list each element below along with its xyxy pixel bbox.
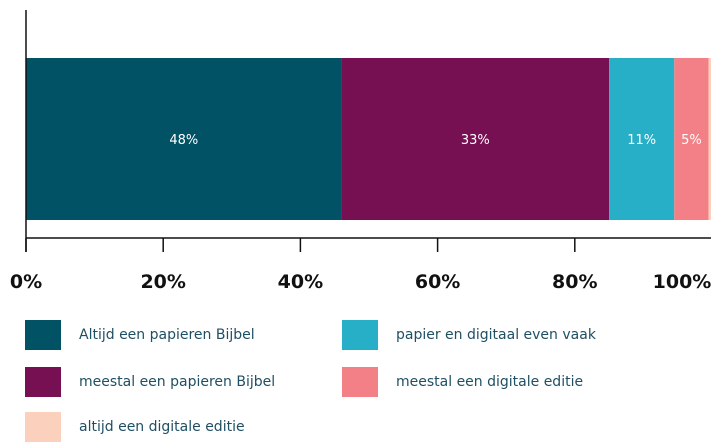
x-tick-label: 20% bbox=[140, 271, 185, 293]
x-tick-label: 100% bbox=[653, 271, 711, 293]
legend-swatch bbox=[25, 367, 61, 397]
legend-item: altijd een digitale editie bbox=[25, 412, 245, 442]
legend-swatch bbox=[342, 367, 378, 397]
bar-segment bbox=[26, 58, 342, 220]
bar-data-label: 11% bbox=[627, 133, 656, 148]
bar-segment bbox=[609, 58, 675, 220]
bar-data-label: 33% bbox=[461, 133, 490, 148]
stacked-bar-chart: 48% 33% 11% 5% 0% 20% 40% 60% 80% 100% bbox=[10, 10, 711, 293]
bar-segment bbox=[341, 58, 610, 220]
bar-data-label: 48% bbox=[169, 133, 198, 148]
legend-label: papier en digitaal even vaak bbox=[396, 327, 596, 343]
x-tick-label: 40% bbox=[278, 271, 323, 293]
bar-group: 48% 33% 11% 5% bbox=[26, 58, 711, 220]
legend-label: meestal een papieren Bijbel bbox=[79, 374, 276, 390]
legend-swatch bbox=[25, 412, 61, 442]
x-tick-label: 0% bbox=[10, 271, 42, 293]
bar-segment bbox=[674, 58, 709, 220]
legend-label: meestal een digitale editie bbox=[396, 374, 584, 390]
axes: 0% 20% 40% 60% 80% 100% bbox=[10, 10, 711, 293]
x-tick-label: 60% bbox=[415, 271, 460, 293]
bar-segment bbox=[708, 58, 711, 220]
bar-data-label: 5% bbox=[681, 133, 702, 148]
legend-swatch bbox=[342, 320, 378, 350]
legend-swatch bbox=[25, 320, 61, 350]
legend-label: Altijd een papieren Bijbel bbox=[79, 327, 255, 343]
legend-label: altijd een digitale editie bbox=[79, 419, 245, 435]
legend-item: Altijd een papieren Bijbel bbox=[25, 320, 255, 350]
x-tick-label: 80% bbox=[552, 271, 597, 293]
legend-item: meestal een digitale editie bbox=[342, 367, 583, 397]
legend-item: meestal een papieren Bijbel bbox=[25, 367, 275, 397]
legend-item: papier en digitaal even vaak bbox=[342, 320, 596, 350]
